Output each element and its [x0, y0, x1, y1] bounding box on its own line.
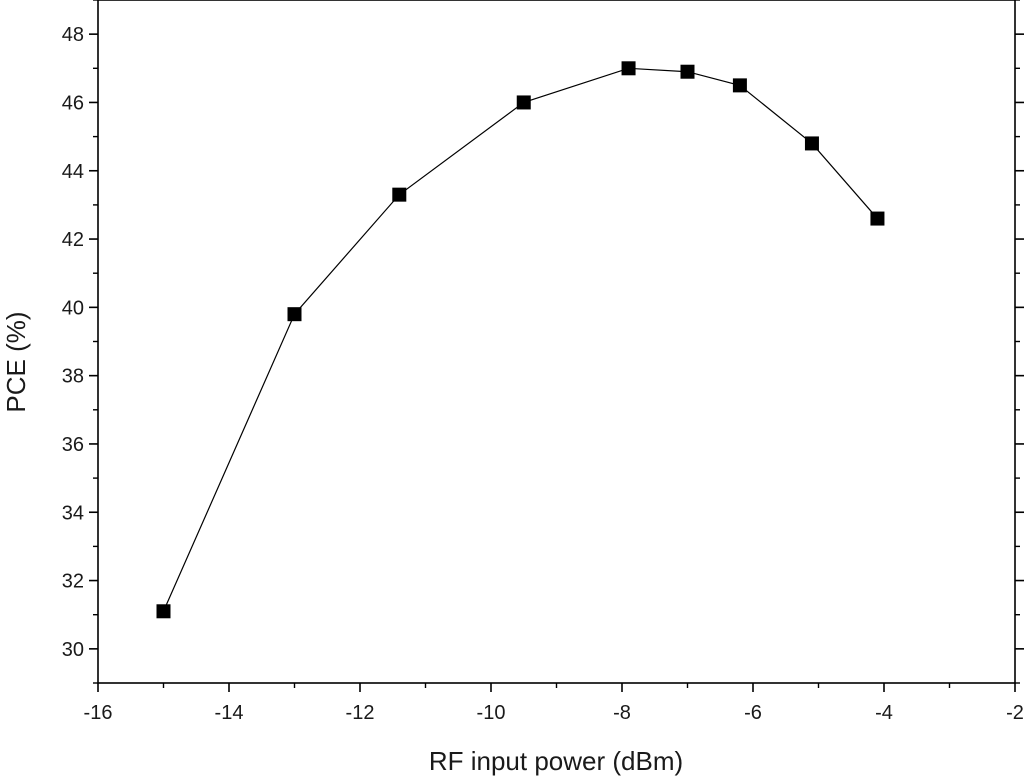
x-tick-label: -4: [875, 702, 893, 724]
x-axis-ticks: -16 -14 -12 -10 -8 -6 -4 -2: [84, 683, 1024, 724]
series-layer: [156, 61, 885, 619]
x-tick-label: -16: [84, 702, 113, 724]
data-point-marker: [804, 136, 819, 151]
y-tick-label: 36: [62, 434, 84, 456]
data-point-marker: [516, 95, 531, 110]
data-point-marker: [156, 604, 171, 619]
y-tick-label: 34: [62, 502, 84, 524]
y-axis-ticks: 30 32 34 36 38 40 42 44 46 48: [62, 0, 1024, 684]
x-tick-label: -2: [1006, 702, 1024, 724]
data-point-marker: [392, 187, 407, 202]
x-tick-label: -6: [744, 702, 762, 724]
y-tick-label: 46: [62, 92, 84, 114]
y-axis-title: PCE (%): [1, 311, 31, 412]
y-tick-label: 32: [62, 571, 84, 593]
x-tick-label: -14: [215, 702, 244, 724]
data-point-marker: [870, 211, 885, 226]
data-point-marker: [680, 64, 695, 79]
data-point-marker: [621, 61, 636, 76]
y-tick-label: 38: [62, 366, 84, 388]
y-tick-label: 44: [62, 161, 84, 183]
x-axis-title: RF input power (dBm): [429, 746, 683, 776]
plot-frame: [97, 0, 1016, 684]
x-tick-label: -12: [346, 702, 375, 724]
y-tick-label: 42: [62, 229, 84, 251]
y-tick-label: 30: [62, 639, 84, 661]
x-tick-label: -10: [477, 702, 506, 724]
x-tick-label: -8: [613, 702, 631, 724]
y-tick-label: 40: [62, 297, 84, 319]
data-point-marker: [732, 78, 747, 93]
series-line: [162, 67, 878, 612]
data-point-marker: [287, 307, 302, 322]
y-tick-label: 48: [62, 24, 84, 46]
